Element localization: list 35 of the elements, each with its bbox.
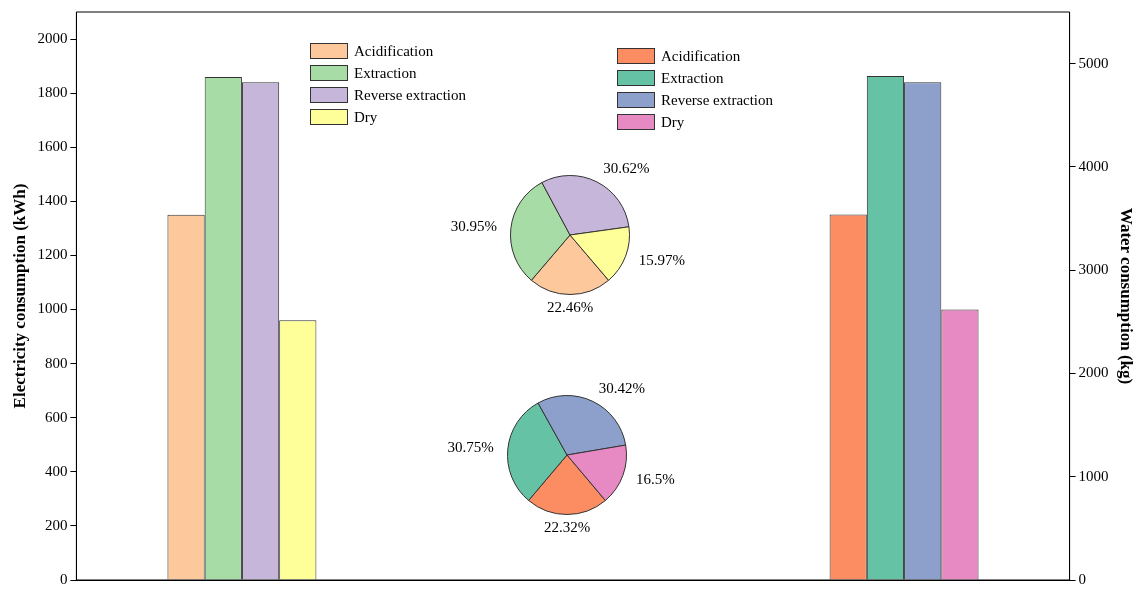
legend-label: Dry	[661, 113, 685, 131]
y-axis-title: Electricity consumption (kWh)	[9, 183, 29, 409]
y-tick-label: 1200	[37, 246, 68, 263]
data-label: 30.95%	[450, 218, 497, 235]
data-label: 16.5%	[636, 471, 675, 488]
data-label: 22.32%	[543, 519, 591, 536]
data-label: 30.62%	[603, 160, 650, 177]
y-tick-label: 1000	[37, 300, 68, 317]
legend-label: Extraction	[661, 69, 724, 87]
legend-label: Acidification	[661, 47, 741, 65]
y-tick-label: 800	[44, 354, 68, 371]
y2-tick-label: 2000	[1078, 364, 1109, 381]
y2-tick-label: 5000	[1078, 54, 1109, 71]
y-tick-label: 400	[44, 462, 68, 479]
legend-label: Dry	[354, 108, 378, 126]
data-label: 30.42%	[598, 379, 646, 396]
data-label: 30.75%	[447, 438, 494, 455]
y-tick-label: 1600	[37, 138, 68, 155]
y2-tick-label: 0	[1078, 570, 1087, 587]
legend-label: Reverse extraction	[354, 86, 467, 104]
y2-tick-label: 3000	[1078, 261, 1109, 278]
y-tick-label: 1800	[37, 84, 68, 101]
y-tick-label: 2000	[37, 29, 68, 46]
y2-axis-title: Water consumption (kg)	[1117, 207, 1137, 385]
data-label: 15.97%	[638, 252, 685, 269]
y2-tick-label: 1000	[1078, 467, 1109, 484]
legend-label: Reverse extraction	[661, 91, 774, 109]
legend-label: Extraction	[354, 64, 417, 82]
y-tick-label: 1400	[37, 192, 68, 209]
y-tick-label: 0	[59, 570, 68, 587]
data-label: 22.46%	[546, 299, 594, 316]
y-tick-label: 600	[44, 408, 68, 425]
y2-tick-label: 4000	[1078, 157, 1109, 174]
legend-label: Acidification	[354, 42, 434, 60]
y-tick-label: 200	[44, 516, 68, 533]
